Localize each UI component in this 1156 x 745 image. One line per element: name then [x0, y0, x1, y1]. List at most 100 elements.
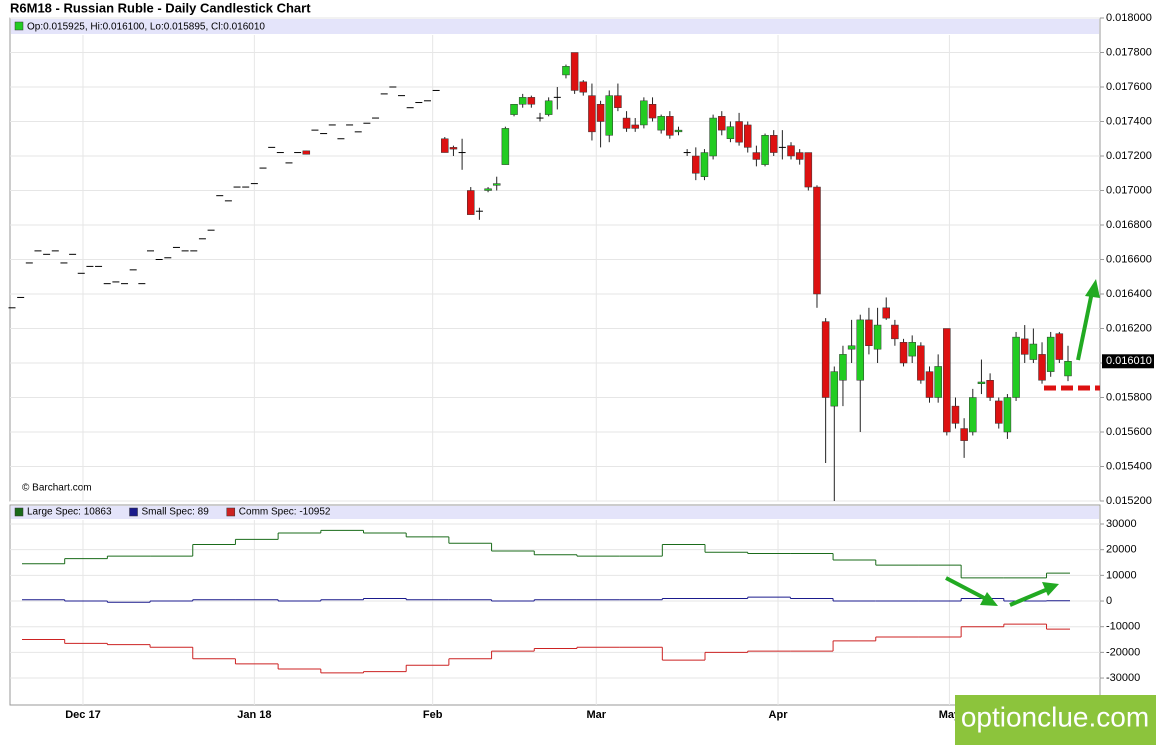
arrow-head — [1085, 279, 1100, 298]
y-tick-label: -30000 — [1106, 672, 1140, 684]
header-text: Op:0.015925, Hi:0.016100, Lo:0.015895, C… — [27, 22, 265, 33]
candle-body — [1012, 336, 1020, 398]
candle-body — [77, 272, 85, 274]
candle-body — [294, 152, 302, 154]
candle-body — [977, 381, 986, 384]
candle-body — [172, 246, 180, 248]
candle-body — [891, 324, 899, 340]
chart-title: R6M18 - Russian Ruble - Daily Candlestic… — [10, 0, 311, 15]
candle-body — [242, 186, 250, 188]
x-tick-label: Mar — [586, 709, 606, 721]
y-tick-label: 0.015400 — [1106, 460, 1152, 472]
candle-body — [1064, 361, 1072, 377]
candle-body — [1046, 336, 1055, 372]
candle-body — [415, 102, 423, 104]
candle-body — [69, 253, 77, 255]
candle-body — [17, 296, 25, 298]
candle-body — [527, 97, 536, 105]
last-price-label: 0.016010 — [1106, 355, 1152, 367]
y-tick-label: 0 — [1106, 595, 1112, 607]
candle-body — [1003, 397, 1012, 433]
candle-body — [917, 345, 925, 381]
candle-body — [648, 104, 657, 119]
y-tick-label: 0.017400 — [1106, 115, 1152, 127]
candle-body — [856, 319, 865, 381]
y-tick-label: 10000 — [1106, 569, 1137, 581]
candle-body — [596, 104, 605, 122]
candle-body — [121, 283, 129, 285]
candle-body — [8, 307, 16, 309]
candle-body — [718, 116, 726, 131]
candle-body — [43, 253, 51, 255]
candle-body — [813, 186, 821, 295]
lower-legend-bar — [11, 506, 1099, 519]
legend-label: Comm Spec: -10952 — [239, 507, 331, 518]
x-tick-label: Jan 18 — [237, 709, 271, 721]
candle-body — [934, 366, 942, 398]
candle-body — [795, 152, 804, 160]
candle-body — [51, 250, 59, 252]
candle-body — [1020, 338, 1029, 355]
y-tick-label: 30000 — [1106, 518, 1137, 530]
candle-body — [544, 100, 553, 115]
candle-body — [34, 250, 42, 252]
candle-body — [216, 195, 224, 197]
y-tick-label: 0.017000 — [1106, 184, 1152, 196]
candle-body — [1029, 343, 1038, 360]
candle-body — [536, 117, 544, 119]
candle-body — [398, 95, 406, 97]
candle-body — [830, 371, 839, 407]
arrow-shaft — [945, 576, 989, 602]
legend-swatch — [14, 507, 24, 517]
candle-body — [882, 307, 890, 319]
candle-body — [164, 257, 172, 259]
candle-body — [86, 265, 94, 267]
candle-body — [510, 104, 518, 115]
candle-body — [562, 66, 570, 76]
watermark-box — [955, 695, 1156, 745]
candle-body — [198, 238, 206, 240]
candle-body — [449, 147, 458, 150]
candle-body — [925, 371, 934, 398]
candle-body — [622, 117, 631, 129]
candle-body — [320, 133, 328, 135]
candle-body — [406, 107, 414, 109]
candle-body — [458, 152, 466, 154]
candle-body — [233, 186, 241, 188]
candle-body — [346, 124, 354, 126]
candle-body — [847, 345, 856, 350]
annotations — [945, 279, 1100, 607]
candle-body — [103, 283, 111, 285]
legend-label: Large Spec: 10863 — [27, 507, 112, 518]
candle-body — [337, 138, 345, 140]
candle-body — [95, 265, 103, 267]
candle-body — [700, 152, 709, 177]
candle-body — [207, 229, 215, 231]
candle-body — [484, 188, 492, 191]
candle-body — [986, 380, 994, 398]
candle-body — [787, 145, 795, 157]
y-tick-label: 0.016600 — [1106, 253, 1152, 265]
candle-body — [155, 259, 163, 260]
candle-body — [129, 269, 137, 271]
y-tick-label: 0.017200 — [1106, 150, 1152, 162]
y-tick-label: 0.015200 — [1106, 495, 1152, 507]
candle-body — [302, 150, 311, 155]
last-price-box — [1102, 354, 1154, 369]
candle-body — [692, 155, 700, 174]
arrow-shaft — [1076, 291, 1094, 361]
candle-body — [1038, 354, 1046, 381]
candle-body — [614, 95, 622, 108]
candle-body — [899, 342, 908, 364]
candle-body — [969, 397, 977, 433]
header-bar — [11, 19, 1099, 34]
candle-body — [146, 250, 154, 252]
credit: © Barchart.com — [22, 483, 92, 494]
y-tick-label: 0.018000 — [1106, 12, 1152, 24]
candle-body — [908, 342, 916, 357]
candle-body — [960, 428, 968, 441]
y-tick-label: 0.016800 — [1106, 219, 1152, 231]
y-tick-label: -20000 — [1106, 646, 1140, 658]
